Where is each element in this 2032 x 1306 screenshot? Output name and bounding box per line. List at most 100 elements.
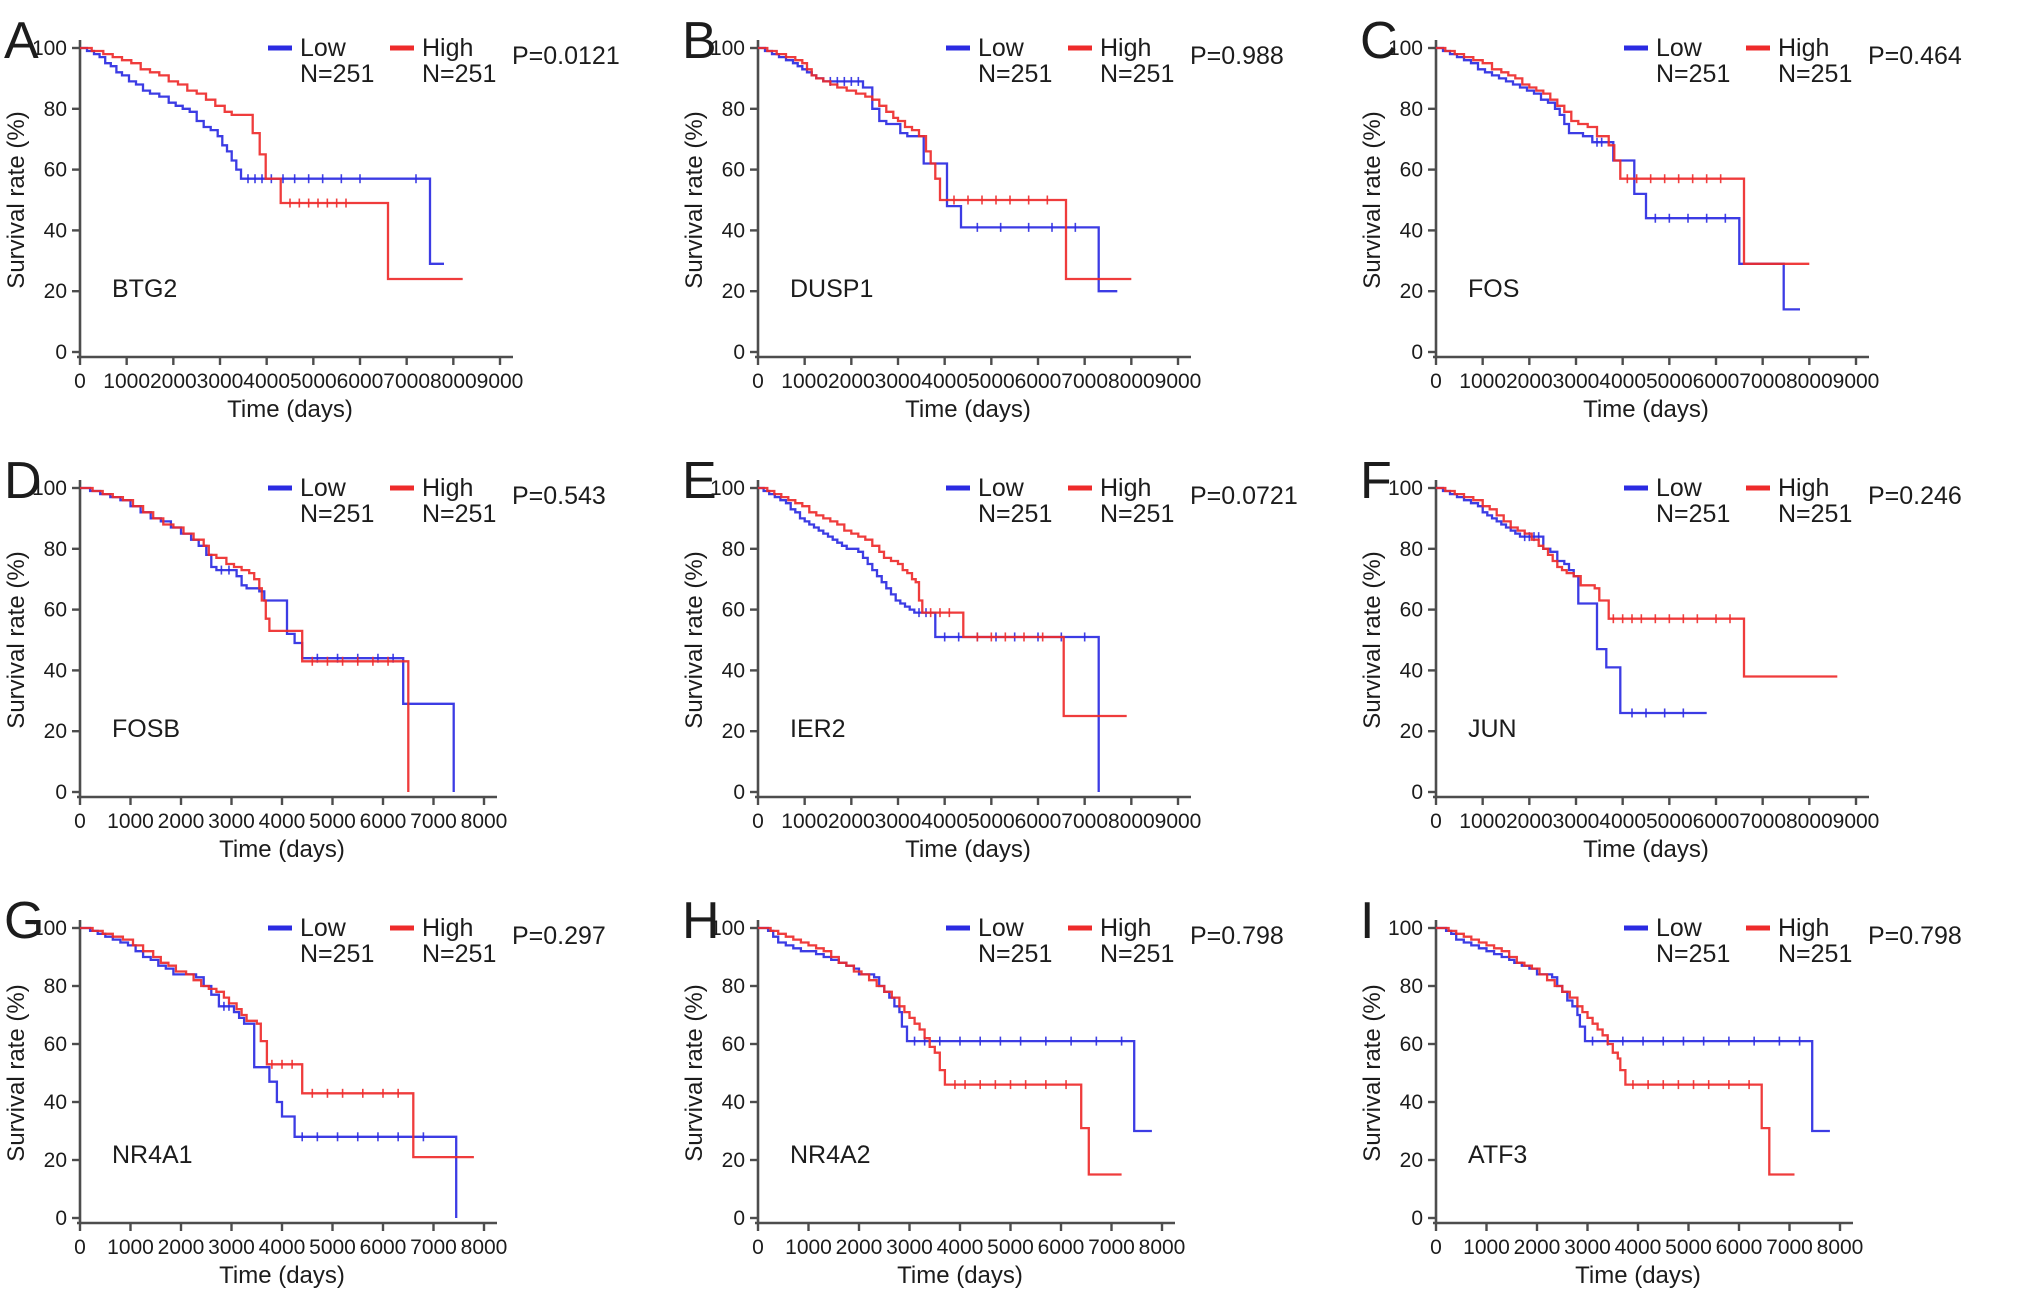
survival-curve-low	[1436, 926, 1830, 1133]
x-tick-label: 2000	[1514, 1236, 1561, 1259]
x-axis-title: Time (days)	[905, 836, 1031, 863]
x-tick-label: 2000	[828, 810, 875, 833]
panel-letter: G	[4, 892, 44, 950]
x-tick-label: 2000	[150, 370, 197, 393]
legend-low-n: N=251	[300, 500, 374, 528]
x-tick-label: 6000	[360, 810, 407, 833]
survival-curve-high	[1436, 46, 1810, 265]
y-tick-label: 80	[44, 975, 67, 998]
x-tick-label: 0	[1430, 1236, 1442, 1259]
legend-low-label: Low	[1656, 474, 1703, 502]
y-tick-label: 60	[1400, 1033, 1423, 1056]
y-tick-label: 40	[1400, 659, 1423, 682]
x-tick-label: 4000	[1615, 1236, 1662, 1259]
y-tick-label: 20	[44, 280, 67, 303]
x-tick-label: 9000	[1155, 810, 1202, 833]
x-tick-label: 6000	[1038, 1236, 1085, 1259]
x-tick-label: 7000	[410, 1236, 457, 1259]
legend-low-n: N=251	[1656, 60, 1730, 88]
y-tick-label: 100	[1388, 37, 1423, 60]
y-axis-title: Survival rate (%)	[3, 984, 30, 1161]
legend-high-label: High	[422, 914, 473, 942]
x-tick-label: 2000	[158, 810, 205, 833]
x-tick-label: 1000	[107, 810, 154, 833]
km-panel-E: E 0 20 40 60 80 100 Survival rate (%) 0 1000 2000 3…	[681, 452, 1298, 863]
y-tick-label: 100	[32, 37, 67, 60]
panel-letter: A	[4, 12, 39, 70]
x-tick-label: 1000	[781, 370, 828, 393]
y-tick-label: 60	[44, 599, 67, 622]
legend-low-label: Low	[978, 34, 1025, 62]
legend-low-n: N=251	[978, 60, 1052, 88]
survival-curve-high	[758, 46, 1132, 281]
legend-low-n: N=251	[978, 500, 1052, 528]
x-tick-label: 3000	[208, 810, 255, 833]
x-tick-label: 7000	[1061, 810, 1108, 833]
x-tick-label: 7000	[1061, 370, 1108, 393]
x-tick-label: 6000	[1693, 810, 1740, 833]
x-axis-title: Time (days)	[1583, 836, 1709, 863]
survival-curve-low	[80, 46, 444, 265]
y-tick-label: 100	[710, 917, 745, 940]
survival-curve-low	[758, 46, 1118, 293]
x-tick-label: 8000	[1817, 1236, 1864, 1259]
x-tick-label: 6000	[337, 370, 384, 393]
x-tick-label: 3000	[875, 370, 922, 393]
x-tick-label: 3000	[1553, 810, 1600, 833]
y-axis-title: Survival rate (%)	[1359, 984, 1386, 1161]
y-tick-label: 20	[44, 1149, 67, 1172]
x-tick-label: 6000	[1693, 370, 1740, 393]
x-tick-label: 7000	[383, 370, 430, 393]
y-tick-label: 80	[722, 538, 745, 561]
y-tick-label: 60	[1400, 599, 1423, 622]
legend-low-label: Low	[300, 914, 347, 942]
legend-high-label: High	[422, 34, 473, 62]
x-tick-label: 9000	[477, 370, 524, 393]
x-tick-label: 6000	[1015, 810, 1062, 833]
km-panel-F: F 0 20 40 60 80 100 Survival rate (%) 0 1000 2000 3…	[1359, 452, 1962, 863]
x-tick-label: 0	[1430, 810, 1442, 833]
legend-low-label: Low	[300, 474, 347, 502]
legend-high-n: N=251	[1778, 940, 1852, 968]
x-tick-label: 8000	[1108, 370, 1155, 393]
y-tick-label: 80	[44, 98, 67, 121]
x-tick-label: 3000	[208, 1236, 255, 1259]
legend-low-label: Low	[978, 914, 1025, 942]
x-tick-label: 8000	[1786, 810, 1833, 833]
x-axis-title: Time (days)	[1583, 396, 1709, 423]
gene-label: ATF3	[1468, 1141, 1527, 1169]
panel-letter: E	[682, 452, 717, 510]
x-tick-label: 0	[752, 370, 764, 393]
legend-low-n: N=251	[1656, 500, 1730, 528]
x-tick-label: 1000	[1459, 370, 1506, 393]
x-tick-label: 3000	[875, 810, 922, 833]
p-value-label: P=0.464	[1868, 42, 1962, 70]
y-tick-label: 80	[1400, 538, 1423, 561]
x-tick-label: 5000	[1646, 370, 1693, 393]
x-tick-label: 0	[752, 1236, 764, 1259]
x-tick-label: 7000	[1739, 370, 1786, 393]
gene-label: FOS	[1468, 275, 1519, 303]
x-tick-label: 1000	[107, 1236, 154, 1259]
km-panel-C: C 0 20 40 60 80 100 Survival rate (%) 0 1000 2000 3…	[1359, 12, 1962, 423]
y-tick-label: 80	[722, 975, 745, 998]
x-tick-label: 4000	[921, 370, 968, 393]
gene-label: JUN	[1468, 715, 1517, 743]
x-tick-label: 5000	[309, 1236, 356, 1259]
x-tick-label: 3000	[197, 370, 244, 393]
y-tick-label: 20	[722, 1149, 745, 1172]
x-tick-label: 9000	[1155, 370, 1202, 393]
x-tick-label: 0	[752, 810, 764, 833]
y-tick-label: 100	[1388, 917, 1423, 940]
panel-letter: C	[1360, 12, 1398, 70]
x-tick-label: 5000	[987, 1236, 1034, 1259]
y-tick-label: 0	[1411, 1207, 1423, 1230]
y-tick-label: 100	[32, 477, 67, 500]
x-tick-label: 7000	[1739, 810, 1786, 833]
y-tick-label: 60	[722, 1033, 745, 1056]
y-tick-label: 40	[1400, 1091, 1423, 1114]
y-tick-label: 60	[44, 1033, 67, 1056]
y-tick-label: 100	[710, 477, 745, 500]
x-tick-label: 6000	[1716, 1236, 1763, 1259]
x-tick-label: 1000	[1463, 1236, 1510, 1259]
